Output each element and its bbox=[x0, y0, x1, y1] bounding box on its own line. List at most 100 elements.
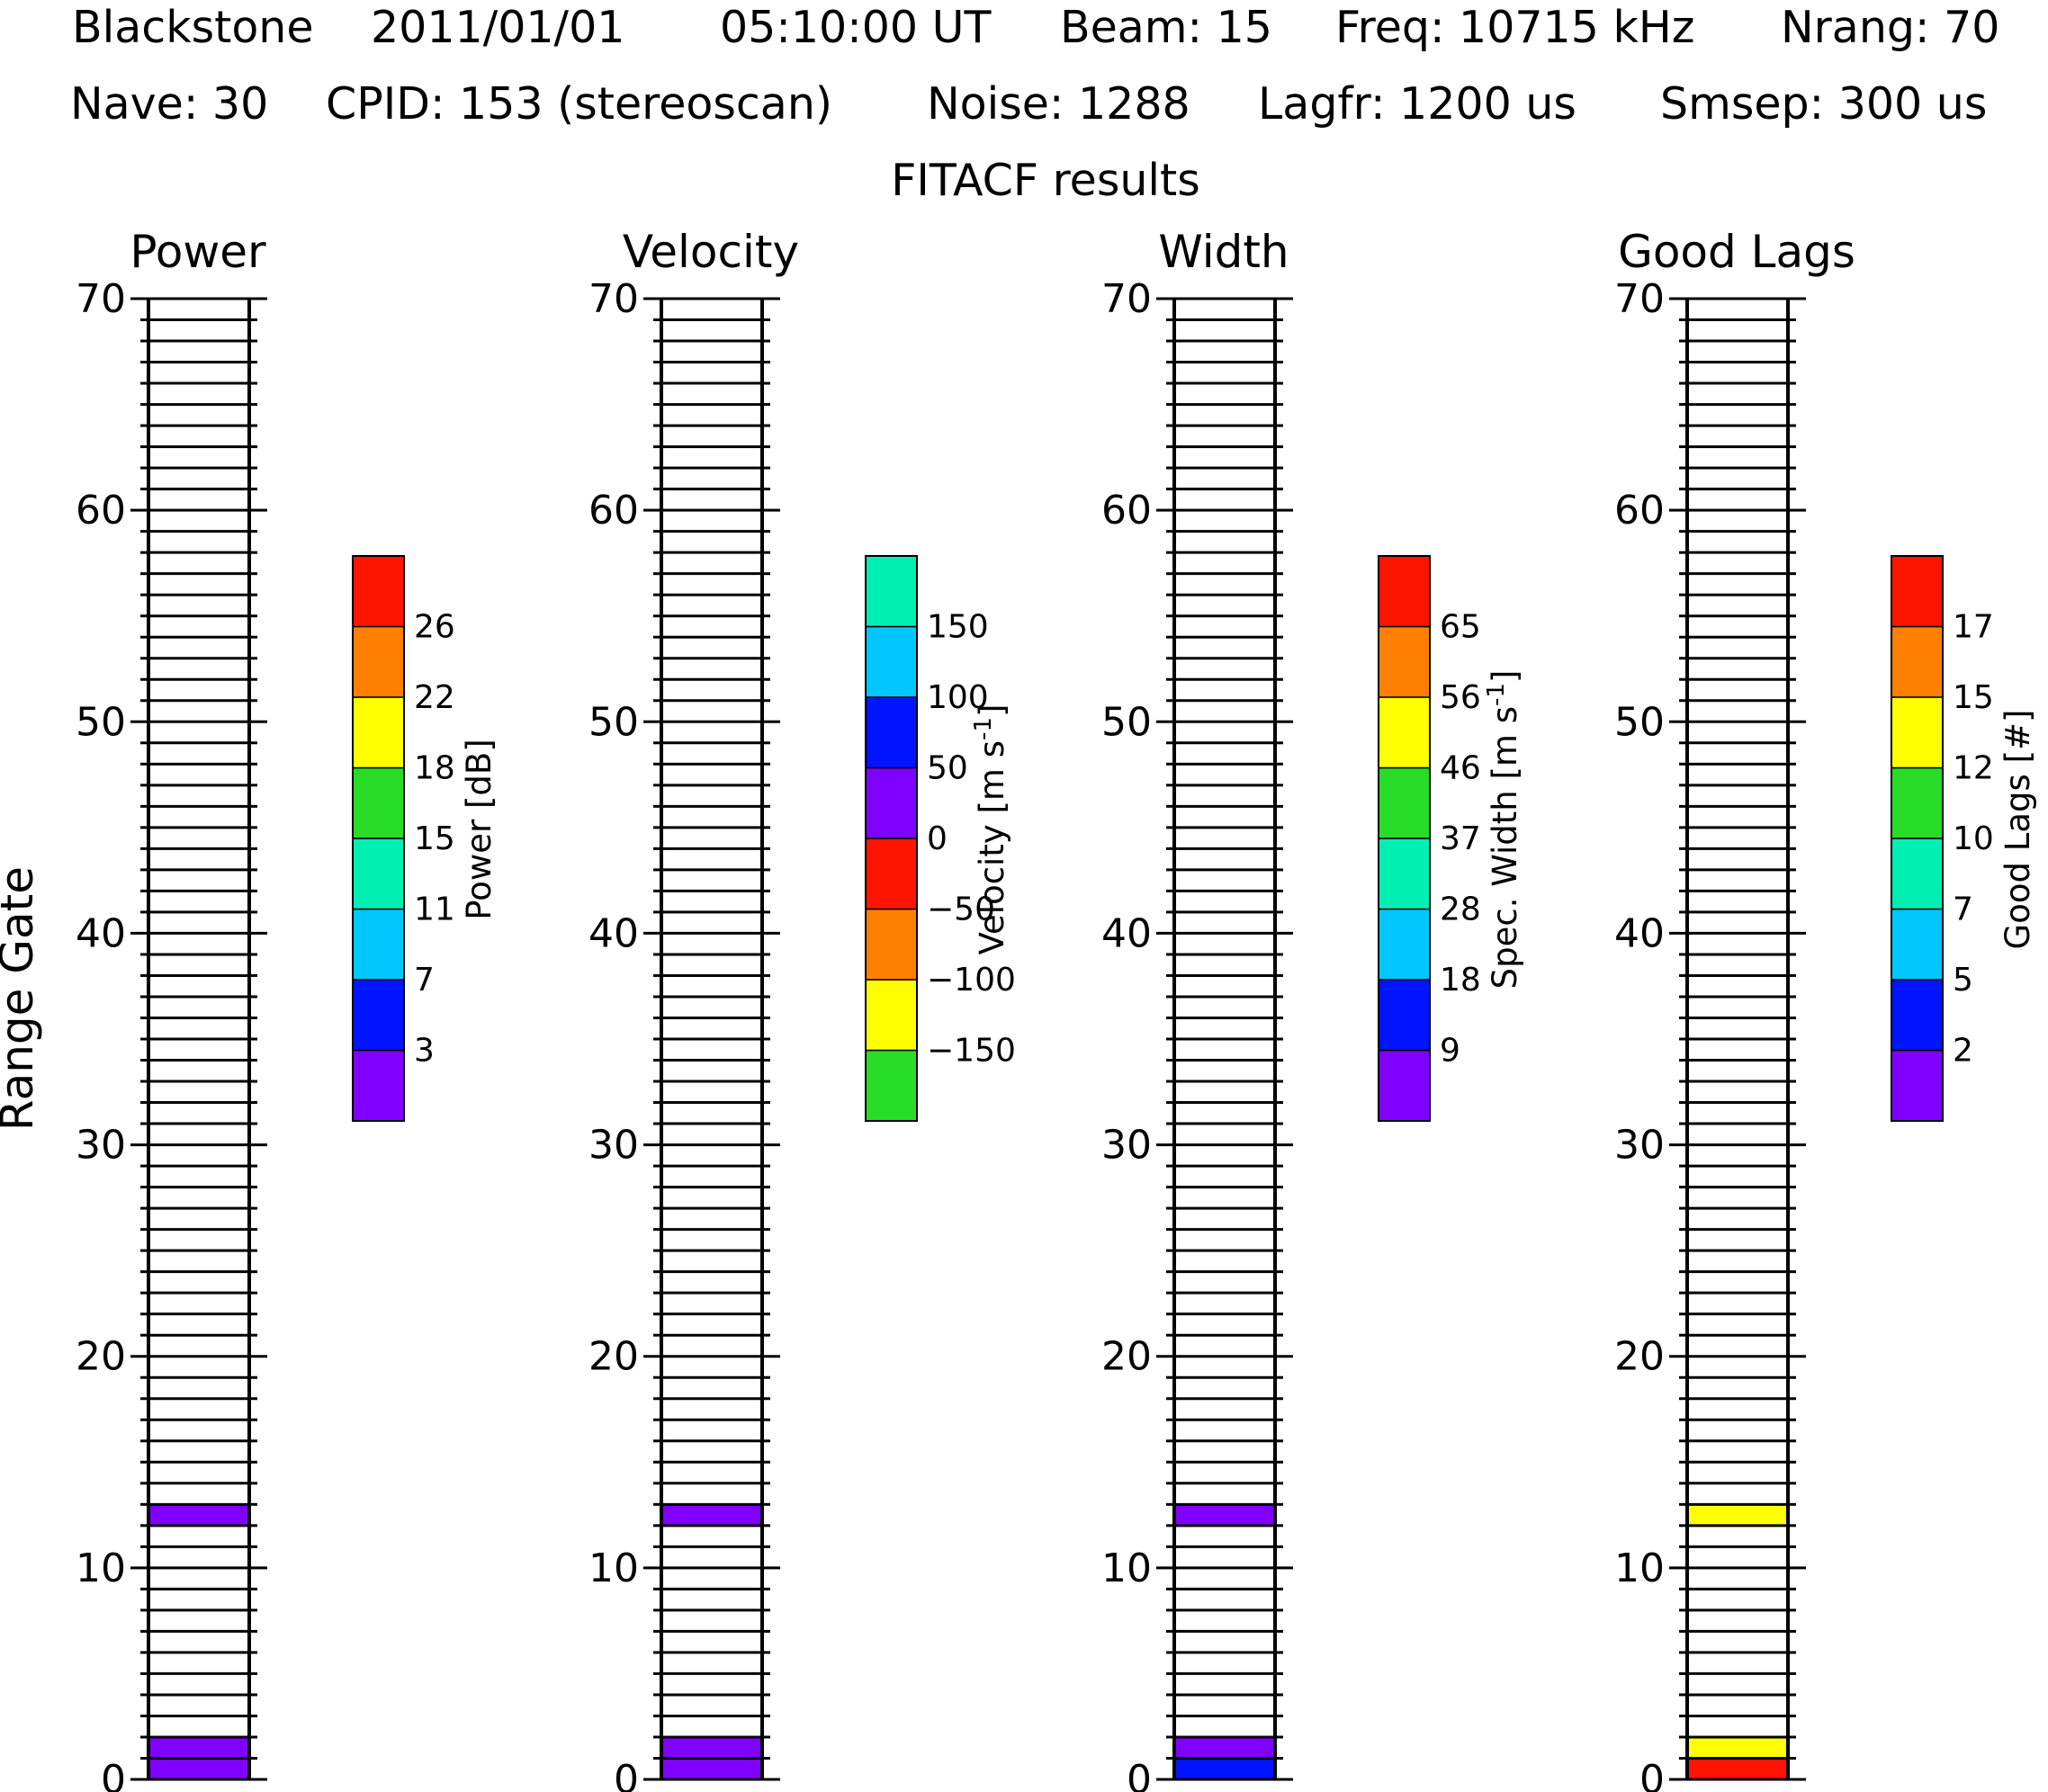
colorbar-swatch bbox=[1378, 696, 1431, 769]
colorbar-swatch bbox=[352, 696, 405, 769]
panel-velocity: Velocity 0 10 20 30 40 50 60 70 −150 −100 −50 0 50 100… bbox=[588, 226, 1016, 1792]
colorbar-swatch bbox=[865, 555, 918, 628]
y-tick-label: 60 bbox=[76, 488, 126, 533]
y-tick-label: 30 bbox=[1101, 1123, 1152, 1169]
colorbar-tick-label: 7 bbox=[1953, 892, 1973, 928]
range-gate-cell bbox=[1174, 1504, 1275, 1526]
range-gate-cell bbox=[148, 1758, 249, 1779]
colorbar-tick-label: 56 bbox=[1440, 679, 1481, 716]
colorbar-swatch bbox=[1891, 1049, 1944, 1122]
colorbar-title-tail: ] bbox=[973, 704, 1011, 717]
colorbar-tick-label: 15 bbox=[1953, 679, 1994, 716]
panel-title: Power bbox=[130, 226, 266, 278]
colorbar-swatch bbox=[1891, 696, 1944, 769]
colorbar-tick-label: 0 bbox=[927, 820, 948, 857]
colorbar-swatch bbox=[352, 766, 405, 839]
colorbar-tick-label: 18 bbox=[1440, 962, 1481, 999]
y-tick-label: 50 bbox=[76, 699, 126, 745]
header-line1-item: Nrang: 70 bbox=[1781, 2, 1999, 53]
colorbar-tick-label: 26 bbox=[414, 609, 455, 646]
colorbar-tick-label: 3 bbox=[414, 1033, 435, 1070]
colorbar-swatch bbox=[1378, 766, 1431, 839]
y-tick-label: 0 bbox=[1639, 1757, 1665, 1792]
colorbar-tick-label: 12 bbox=[1953, 750, 1994, 787]
colorbar-swatch bbox=[1378, 979, 1431, 1052]
colorbar-swatch bbox=[865, 696, 918, 769]
range-gate-cell bbox=[1687, 1758, 1788, 1779]
colorbar-swatch bbox=[1378, 1049, 1431, 1122]
range-gate-cell bbox=[661, 1758, 762, 1779]
header-line1-item: Freq: 10715 kHz bbox=[1335, 2, 1694, 53]
colorbar-tick-label: 15 bbox=[414, 820, 455, 857]
colorbar-swatch bbox=[865, 979, 918, 1052]
panel-title: Width bbox=[1158, 226, 1289, 278]
colorbar-swatch bbox=[352, 555, 405, 628]
range-gate-cell bbox=[148, 1736, 249, 1759]
range-gate-cell bbox=[661, 1504, 762, 1526]
colorbar-tick-label: 18 bbox=[414, 750, 455, 787]
header-line2-item: Smsep: 300 us bbox=[1660, 78, 1987, 130]
y-tick-label: 60 bbox=[588, 488, 639, 533]
range-gate-axis-label: Range Gate bbox=[0, 866, 43, 1131]
y-tick-label: 0 bbox=[1127, 1757, 1152, 1792]
colorbar-swatch bbox=[1891, 766, 1944, 839]
y-tick-label: 70 bbox=[1101, 276, 1152, 322]
colorbar-title-sup: -1 bbox=[970, 717, 997, 740]
header-line2-item: Noise: 1288 bbox=[927, 78, 1190, 130]
header-line2-item: Nave: 30 bbox=[70, 78, 268, 130]
colorbar-swatch bbox=[865, 908, 918, 981]
colorbar-tick-label: 150 bbox=[927, 609, 989, 646]
colorbar-title: Good Lags [#] bbox=[1999, 710, 2037, 950]
colorbar-tick-label: 5 bbox=[1953, 962, 1973, 999]
panel-good-lags: Good Lags 0 10 20 30 40 50 60 70 2 5 7 10 12 15 17 Good … bbox=[1614, 226, 2037, 1792]
header-line1-item: 2011/01/01 bbox=[371, 2, 624, 53]
header-title: FITACF results bbox=[891, 155, 1200, 206]
colorbar-tick-label: 9 bbox=[1440, 1033, 1460, 1070]
colorbar-title: Velocity [m s-1] bbox=[970, 704, 1011, 955]
y-tick-label: 60 bbox=[1614, 488, 1665, 533]
range-gate-cell bbox=[1174, 1736, 1275, 1759]
colorbar-tick-label: 22 bbox=[414, 679, 455, 716]
range-gate-cell bbox=[148, 1504, 249, 1526]
colorbar-swatch bbox=[1378, 555, 1431, 628]
colorbar-tick-label: 65 bbox=[1440, 609, 1481, 646]
y-tick-label: 10 bbox=[1614, 1546, 1665, 1591]
y-tick-label: 50 bbox=[1614, 699, 1665, 745]
colorbar-swatch bbox=[1891, 555, 1944, 628]
y-tick-label: 30 bbox=[76, 1123, 126, 1169]
y-tick-label: 70 bbox=[588, 276, 639, 322]
header-line1-item: 05:10:00 UT bbox=[720, 2, 993, 53]
y-tick-label: 70 bbox=[1614, 276, 1665, 322]
header-line1-item: Beam: 15 bbox=[1060, 2, 1272, 53]
panel-title: Good Lags bbox=[1618, 226, 1855, 278]
panel-power: Power 0 10 20 30 40 50 60 70 3 7 11 15 18 22 26 Power [d… bbox=[76, 226, 499, 1792]
colorbar-title: Power [dB] bbox=[460, 739, 499, 919]
header-line1-item: Blackstone bbox=[72, 2, 314, 53]
colorbar-tick-label: 50 bbox=[927, 750, 968, 787]
colorbar-swatch bbox=[865, 1049, 918, 1122]
y-tick-label: 20 bbox=[588, 1334, 639, 1380]
colorbar-tick-label: 28 bbox=[1440, 892, 1481, 928]
y-tick-label: 40 bbox=[1101, 910, 1152, 956]
colorbar-tick-label: 37 bbox=[1440, 820, 1481, 857]
header: Blackstone 2011/01/01 05:10:00 UT Beam: 15 F… bbox=[70, 2, 1999, 206]
colorbar-tick-label: 10 bbox=[1953, 820, 1994, 857]
colorbar-tick-label: −100 bbox=[927, 962, 1016, 999]
colorbar-tick-label: −150 bbox=[927, 1033, 1016, 1070]
colorbar-title-main: Spec. Width [m s bbox=[1486, 706, 1524, 989]
y-tick-label: 20 bbox=[1101, 1334, 1152, 1380]
colorbar-swatch bbox=[1891, 625, 1944, 698]
colorbar-title: Spec. Width [m s-1] bbox=[1483, 670, 1524, 990]
colorbar-tick-label: 46 bbox=[1440, 750, 1481, 787]
colorbar-swatch bbox=[352, 625, 405, 698]
colorbar-swatch bbox=[352, 838, 405, 910]
colorbar-swatch bbox=[865, 625, 918, 698]
colorbar-swatch bbox=[1891, 979, 1944, 1052]
colorbar-swatch bbox=[352, 979, 405, 1052]
colorbar-title-tail: ] bbox=[1486, 670, 1524, 683]
y-tick-label: 10 bbox=[1101, 1546, 1152, 1591]
colorbar-title-sup: -1 bbox=[1483, 683, 1510, 706]
colorbar-swatch bbox=[865, 766, 918, 839]
y-tick-label: 0 bbox=[101, 1757, 126, 1792]
